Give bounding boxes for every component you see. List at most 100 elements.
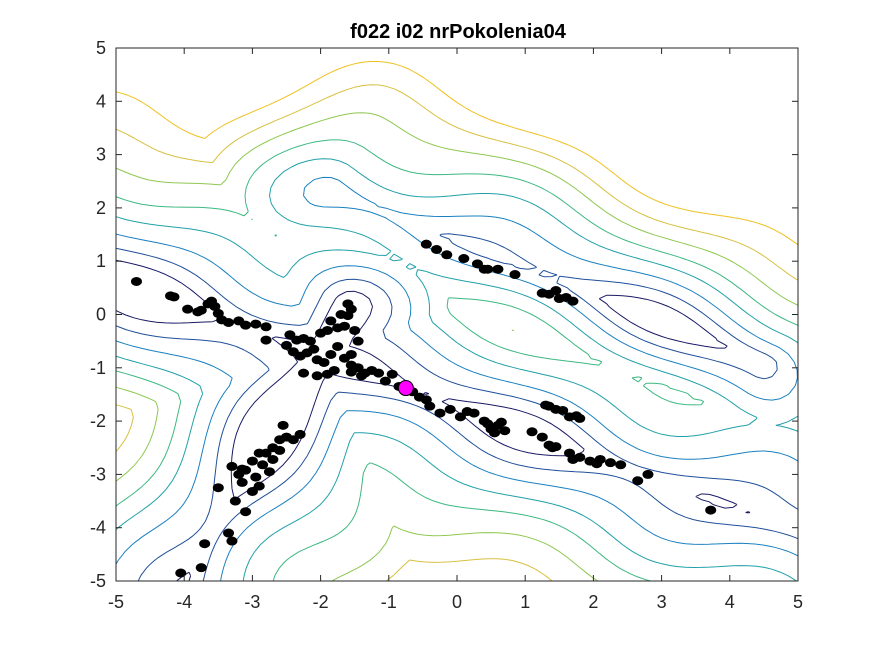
contour-level xyxy=(116,84,798,581)
x-tick-label: -4 xyxy=(176,592,192,612)
y-tick-label: 3 xyxy=(96,145,106,165)
population-point xyxy=(373,368,385,378)
population-point xyxy=(495,417,507,427)
contour-level xyxy=(116,139,798,581)
x-tick-label: 2 xyxy=(588,592,598,612)
best-point xyxy=(397,380,414,397)
population-point xyxy=(431,244,443,254)
population-point xyxy=(642,469,654,479)
y-axis: -5 -4 -3 -2 -1 0 1 2 3 4 5 xyxy=(90,38,798,591)
population-point xyxy=(233,469,245,479)
population-points xyxy=(130,239,717,578)
population-point xyxy=(287,435,299,445)
population-point xyxy=(379,376,391,386)
population-point xyxy=(240,507,252,517)
population-point xyxy=(550,442,562,452)
population-point xyxy=(246,456,258,466)
population-point xyxy=(277,420,289,430)
population-point xyxy=(250,319,262,329)
population-point xyxy=(489,428,501,438)
population-point xyxy=(298,368,310,378)
population-point xyxy=(209,302,221,312)
best-point-layer xyxy=(397,380,414,397)
population-point xyxy=(424,401,436,411)
population-point xyxy=(632,476,644,486)
population-point xyxy=(338,353,350,363)
population-point xyxy=(281,340,292,350)
population-point xyxy=(441,250,453,260)
population-point xyxy=(434,408,446,418)
contour-level xyxy=(116,176,798,581)
population-point xyxy=(325,316,337,326)
chart-title: f022 i02 nrPokolenia04 xyxy=(350,21,567,43)
population-point xyxy=(175,568,187,578)
population-point xyxy=(594,454,606,464)
population-point xyxy=(168,292,180,302)
population-point xyxy=(284,330,296,340)
population-point xyxy=(468,408,480,418)
y-tick-label: 2 xyxy=(96,198,106,218)
contour-level xyxy=(116,158,798,581)
population-point xyxy=(509,270,521,280)
population-point xyxy=(263,467,275,477)
population-point xyxy=(352,336,364,346)
population-point xyxy=(226,461,238,471)
population-point xyxy=(260,322,272,332)
contour-level xyxy=(116,61,798,246)
x-tick-label: -1 xyxy=(381,592,397,612)
population-point xyxy=(260,335,272,345)
population-point xyxy=(526,427,538,437)
population-point xyxy=(550,286,562,296)
population-point xyxy=(345,367,357,377)
population-point xyxy=(212,483,224,493)
population-point xyxy=(321,369,333,379)
y-tick-label: -5 xyxy=(90,571,106,591)
population-point xyxy=(226,536,238,546)
population-point xyxy=(444,404,456,414)
population-point xyxy=(420,239,432,249)
population-point xyxy=(304,336,316,346)
x-tick-label: 1 xyxy=(520,592,530,612)
population-point xyxy=(308,344,320,354)
population-point xyxy=(246,486,258,496)
population-point xyxy=(458,254,470,264)
population-point xyxy=(260,448,272,458)
population-point xyxy=(482,264,494,274)
y-tick-label: -3 xyxy=(90,464,106,484)
population-point xyxy=(705,505,717,515)
population-point xyxy=(182,304,194,314)
contour-lines xyxy=(116,61,798,581)
population-point xyxy=(130,276,142,286)
population-point xyxy=(567,296,579,306)
population-point xyxy=(195,305,207,315)
population-point xyxy=(557,405,569,415)
population-point xyxy=(325,349,337,359)
population-point xyxy=(318,357,330,367)
population-point xyxy=(332,341,344,351)
x-tick-label: 0 xyxy=(452,592,462,612)
y-tick-label: -2 xyxy=(90,411,106,431)
population-point xyxy=(311,371,323,381)
population-point xyxy=(342,299,354,309)
population-point xyxy=(349,325,361,335)
population-point xyxy=(499,426,511,436)
population-point xyxy=(229,496,241,506)
population-point xyxy=(253,481,265,491)
y-tick-label: 4 xyxy=(96,91,106,111)
population-point xyxy=(274,435,286,445)
population-point xyxy=(321,325,333,335)
population-point xyxy=(604,458,616,468)
x-tick-label: 5 xyxy=(793,592,803,612)
population-point xyxy=(338,321,350,331)
population-point xyxy=(240,320,252,330)
population-point xyxy=(615,460,627,470)
population-point xyxy=(574,452,586,462)
x-tick-label: 4 xyxy=(725,592,735,612)
x-axis: -5 -4 -3 -2 -1 0 1 2 3 4 5 xyxy=(108,48,803,612)
population-point xyxy=(574,413,586,423)
population-point xyxy=(274,445,286,455)
population-point xyxy=(250,472,262,482)
population-point xyxy=(267,454,279,464)
contour-level xyxy=(116,112,798,581)
population-point xyxy=(223,317,235,327)
